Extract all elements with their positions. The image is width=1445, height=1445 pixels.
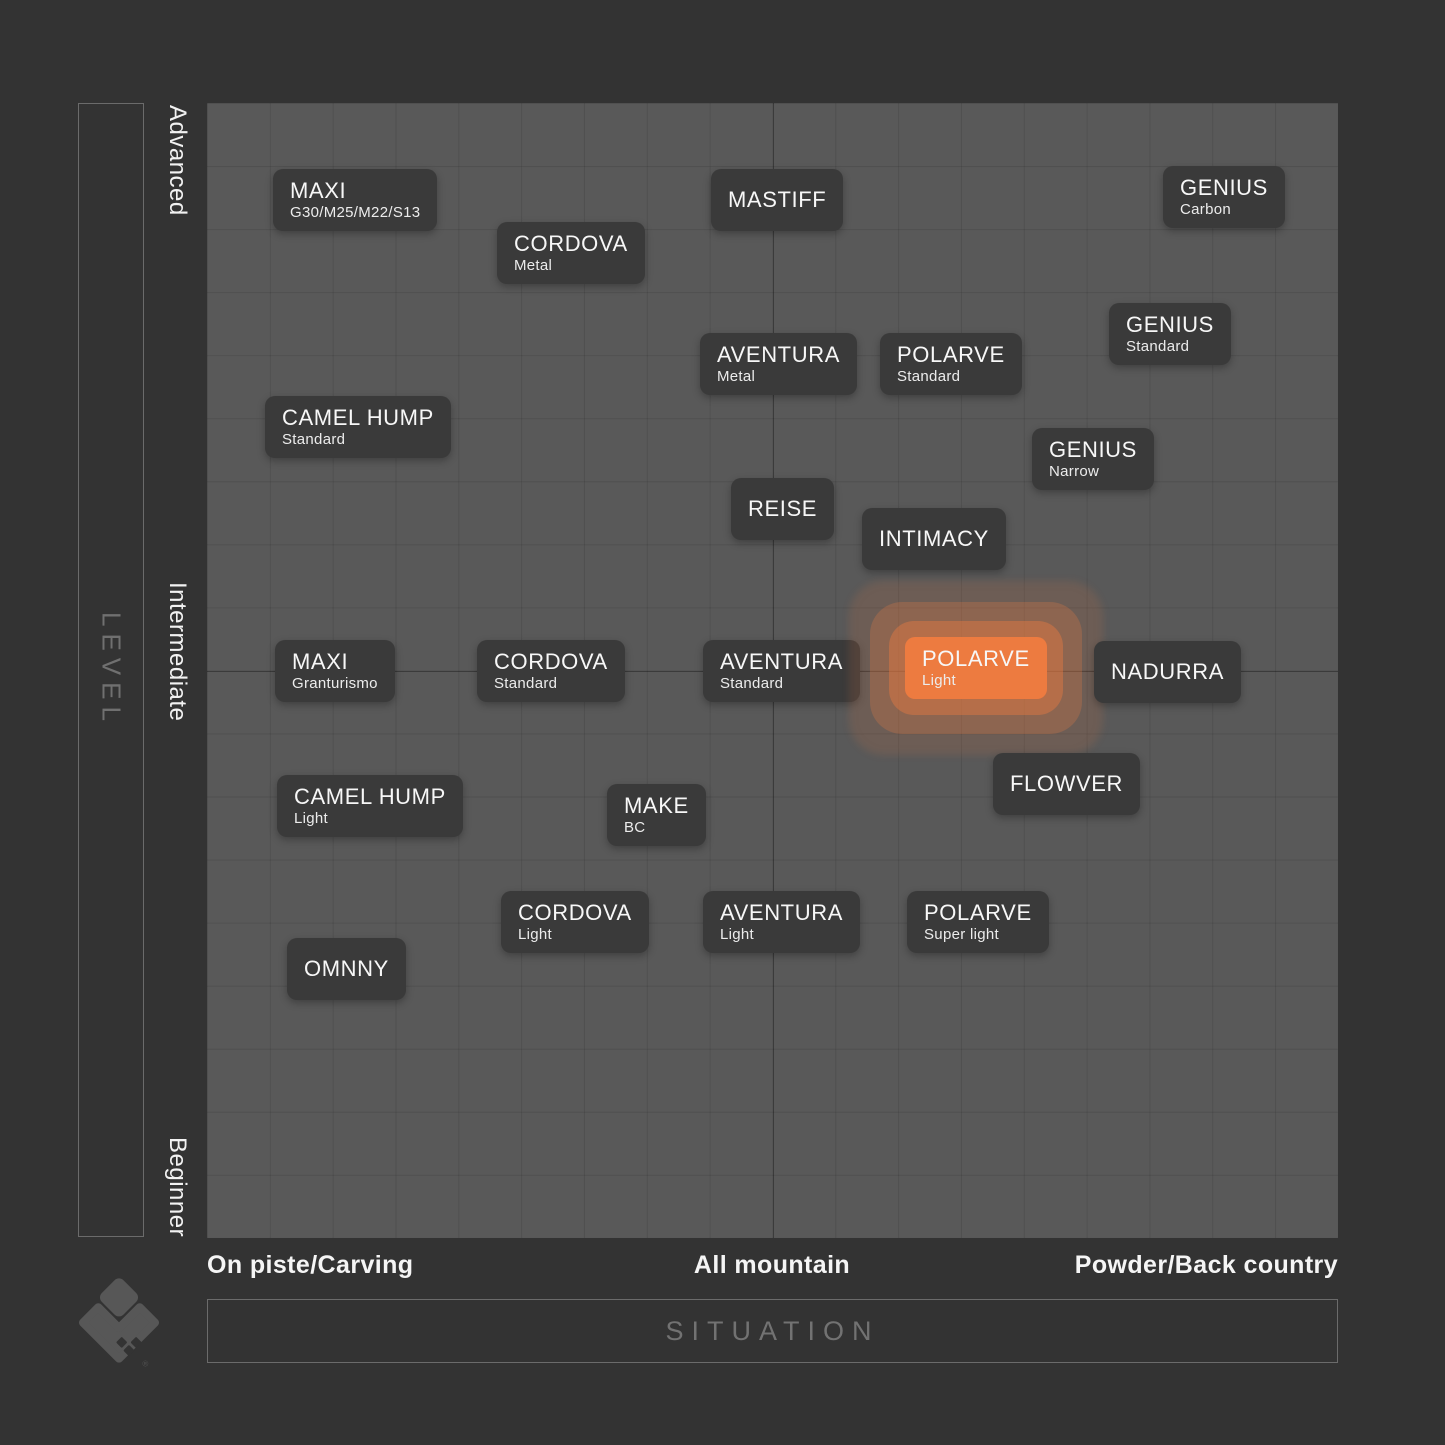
level-label-intermediate: Intermediate [164,582,191,722]
product-name: CORDOVA [518,899,632,925]
level-axis-title: LEVEL [96,612,127,728]
product-variant: Granturismo [292,675,378,693]
product-variant: Light [294,810,329,828]
product-variant: G30/M25/M22/S13 [290,204,421,222]
product-name: GENIUS [1180,174,1268,200]
product-name: AVENTURA [717,341,840,367]
product-variant: BC [624,819,646,837]
product-name: AVENTURA [720,899,843,925]
product-name: GENIUS [1126,311,1214,337]
product-chip-flowver: FLOWVER [993,753,1140,815]
product-chip-intimacy: INTIMACY [862,508,1006,570]
product-variant: Light [720,926,755,944]
product-variant: Metal [514,257,553,275]
product-variant: Standard [897,368,961,386]
product-name: POLARVE [922,645,1030,671]
product-chip-aventura-light: AVENTURA Light [703,891,860,953]
chart-area: MAXI G30/M25/M22/S13 CORDOVA Metal MASTIFF GE… [207,103,1338,1238]
product-name: MASTIFF [728,187,827,213]
product-variant: Standard [720,675,784,693]
product-chip-aventura-metal: AVENTURA Metal [700,333,857,395]
situation-axis-title-box: SITUATION [207,1299,1338,1363]
product-chip-genius-carbon: GENIUS Carbon [1163,166,1285,228]
product-name: CORDOVA [494,648,608,674]
product-name: MAXI [292,648,349,674]
product-variant: Light [922,672,957,690]
product-variant: Carbon [1180,201,1231,219]
product-chip-aventura-standard: AVENTURA Standard [703,640,860,702]
brand-diamond-chevron-logo: ® [78,1278,160,1369]
product-name: CORDOVA [514,230,628,256]
product-chip-cordova-metal: CORDOVA Metal [497,222,645,284]
product-chip-maxi-granturismo: MAXI Granturismo [275,640,395,702]
product-name: POLARVE [897,341,1005,367]
product-variant: Metal [717,368,756,386]
situation-axis-title: SITUATION [665,1315,880,1346]
product-chip-polarve-light: POLARVE Light [905,637,1047,699]
product-chip-reise: REISE [731,478,835,540]
registered-trademark-glyph: ® [142,1360,148,1369]
product-name: CAMEL HUMP [282,404,434,430]
level-label-beginner: Beginner [164,1136,191,1237]
product-chip-genius-standard: GENIUS Standard [1109,303,1231,365]
product-name: MAXI [290,177,347,203]
product-name: CAMEL HUMP [294,783,446,809]
product-chip-mastiff: MASTIFF [711,169,844,231]
product-name: OMNNY [304,956,389,982]
product-name: FLOWVER [1010,771,1123,797]
product-name: GENIUS [1049,436,1137,462]
product-chip-cordova-light: CORDOVA Light [501,891,649,953]
product-chip-maxi-g30-m25-m22-s13: MAXI G30/M25/M22/S13 [273,169,438,231]
product-variant: Super light [924,926,1000,944]
product-name: NADURRA [1111,659,1224,685]
product-variant: Narrow [1049,463,1100,481]
product-chip-omnny: OMNNY [287,938,406,1000]
product-name: AVENTURA [720,648,843,674]
product-variant: Standard [282,431,346,449]
product-chip-make-bc: MAKE BC [607,784,706,846]
product-variant: Light [518,926,553,944]
product-variant: Standard [494,675,558,693]
product-chip-polarve-super-light: POLARVE Super light [907,891,1049,953]
product-chip-nadurra: NADURRA [1094,641,1241,703]
situation-label-powder: Powder/Back country [1074,1251,1338,1279]
product-chip-cordova-standard: CORDOVA Standard [477,640,625,702]
product-chip-camel-hump-light: CAMEL HUMP Light [277,775,463,837]
product-chip-genius-narrow: GENIUS Narrow [1032,428,1154,490]
product-name: MAKE [624,792,689,818]
product-chip-polarve-standard: POLARVE Standard [880,333,1022,395]
level-label-advanced: Advanced [164,105,191,216]
product-name: POLARVE [924,899,1032,925]
product-name: REISE [748,496,818,522]
product-variant: Standard [1126,338,1190,356]
product-chip-camel-hump-standard: CAMEL HUMP Standard [265,396,451,458]
product-name: INTIMACY [879,526,989,552]
situation-label-all-mountain: All mountain [693,1251,851,1279]
level-axis-title-box: LEVEL [78,103,144,1237]
situation-label-on-piste: On piste/Carving [207,1251,414,1279]
